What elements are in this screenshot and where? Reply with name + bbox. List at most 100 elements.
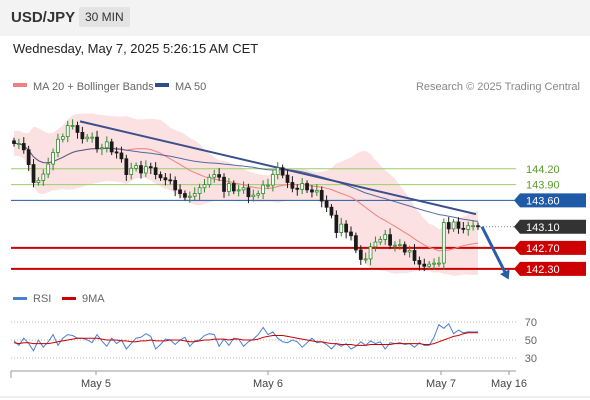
candle-down: [231, 183, 236, 192]
candle-down: [290, 182, 295, 189]
candle-up: [134, 165, 138, 169]
candle-up: [251, 194, 256, 198]
rsi-ma-legend-swatch: [62, 297, 76, 300]
candle-up: [90, 136, 95, 139]
rsi-legend-label: RSI: [33, 293, 51, 305]
candle-up: [192, 193, 197, 197]
candle-down: [163, 177, 168, 181]
bollinger-band-area: [14, 113, 478, 277]
candle-up: [383, 234, 388, 240]
candle-down: [319, 189, 324, 202]
rsi-ma-legend-label: 9MA: [82, 293, 105, 305]
candle-down: [305, 183, 309, 191]
x-axis-tick-label: May 7: [426, 378, 456, 390]
candle-down: [12, 140, 16, 144]
candle-down: [148, 166, 153, 169]
candle-up: [393, 244, 397, 247]
rsi-legend-swatch: [13, 297, 27, 300]
rsi-tick-label: 30: [525, 353, 537, 365]
candle-up: [17, 143, 21, 145]
x-axis: May 5 May 6 May 7 May 16: [0, 370, 590, 398]
last-price-label: 143.10: [526, 222, 560, 234]
candle-up: [227, 183, 231, 192]
symbol-title: USD/JPY: [11, 9, 76, 26]
candle-up: [144, 166, 148, 174]
candle-up: [261, 184, 265, 194]
rsi-line: [13, 322, 478, 352]
candle-up: [266, 184, 270, 187]
rsi-tick-label: 70: [525, 317, 537, 329]
candle-down: [476, 225, 480, 228]
candle-up: [207, 176, 212, 185]
candle-up: [212, 174, 217, 178]
candle-up: [104, 141, 109, 149]
candle-down: [324, 200, 329, 208]
candle-down: [153, 167, 158, 175]
candle-up: [46, 163, 51, 175]
candle-up: [437, 262, 441, 265]
pivot-label: 143.60: [526, 195, 560, 207]
support-label-box: [514, 261, 586, 276]
support-label-box: [514, 240, 586, 255]
candle-up: [129, 167, 134, 175]
candle-up: [427, 263, 432, 267]
candle-down: [119, 152, 124, 160]
candle-up: [378, 239, 383, 243]
rsi-tick-label: 50: [525, 335, 537, 347]
candle-down: [417, 260, 422, 265]
ma50-line: [14, 143, 479, 222]
candle-down: [178, 189, 182, 194]
candle-down: [95, 136, 99, 150]
candles: [12, 119, 480, 272]
price-labels: 144.20 143.90 143.60 143.10 142.70 142.30: [514, 164, 586, 276]
candle-down: [329, 206, 334, 216]
candle-up: [451, 221, 456, 230]
candle-down: [114, 151, 119, 154]
projection-arrow-shaft: [480, 226, 508, 275]
candle-up: [256, 193, 261, 196]
candle-down: [222, 176, 226, 192]
candle-down: [285, 174, 290, 183]
candle-down: [280, 167, 285, 176]
rsi-legend: RSI 9MA: [13, 293, 105, 305]
candle-up: [363, 258, 368, 261]
candle-down: [344, 223, 348, 233]
timeframe-badge[interactable]: 30 MIN: [79, 7, 130, 27]
bollinger-band: [14, 113, 478, 277]
candle-up: [41, 173, 46, 181]
rsi-panel: 70 50 30: [11, 317, 537, 365]
candle-up: [270, 174, 275, 186]
ma50-legend-label: MA 50: [175, 81, 206, 93]
candle-up: [407, 250, 412, 253]
candle-up: [441, 222, 446, 264]
x-axis-tick-label: May 16: [491, 378, 527, 390]
candle-down: [422, 263, 427, 267]
candle-up: [60, 136, 65, 140]
moving-averages: [14, 143, 479, 252]
candle-down: [246, 187, 251, 198]
candle-down: [295, 187, 300, 190]
candle-down: [388, 234, 392, 246]
support-label: 142.70: [526, 243, 560, 255]
ma20-legend-label: MA 20 + Bollinger Bands: [33, 81, 154, 93]
candle-up: [100, 147, 104, 150]
projection-group: [480, 226, 510, 280]
candle-down: [168, 179, 173, 182]
pivot-label-box: [514, 193, 586, 208]
candle-up: [70, 125, 75, 127]
candle-up: [56, 138, 60, 153]
candle-up: [300, 183, 305, 190]
candle-down: [446, 222, 451, 230]
candle-up: [197, 187, 202, 194]
candle-up: [466, 225, 471, 230]
candle-down: [124, 158, 129, 175]
candle-down: [334, 214, 339, 233]
candle-up: [36, 179, 41, 183]
candle-down: [173, 179, 178, 191]
x-axis-tick-label: May 5: [81, 378, 111, 390]
last-price-label-box: [514, 219, 586, 234]
candle-up: [471, 225, 475, 228]
datetime-label: Wednesday, May 7, 2025 5:26:15 AM CET: [13, 41, 259, 56]
rsi-ma-line: [13, 332, 478, 346]
